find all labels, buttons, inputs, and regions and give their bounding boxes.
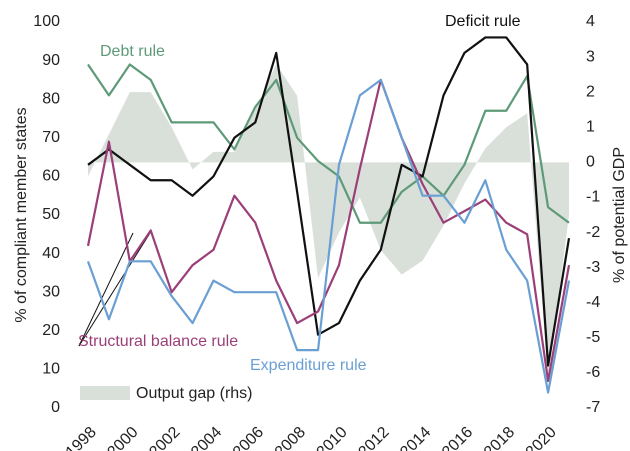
output-gap-area	[88, 64, 569, 380]
y-tick-label: 20	[42, 322, 60, 339]
x-tick-label: 2008	[272, 424, 309, 451]
series-label: Expenditure rule	[250, 357, 367, 374]
y2-axis-title: % of potential GDP	[611, 147, 628, 283]
y2-tick-label: -7	[586, 399, 600, 416]
y-tick-label: 80	[42, 90, 60, 107]
annotation-pointer	[78, 232, 134, 347]
y2-tick-label: 2	[586, 83, 595, 100]
series-label: Structural balance rule	[78, 333, 238, 350]
series-line	[87, 36, 571, 367]
series-line	[86, 78, 571, 383]
series-label: Debt rule	[100, 43, 165, 60]
y-tick-label: 100	[33, 13, 60, 30]
legend-swatch	[80, 386, 130, 400]
x-tick-label: 1998	[63, 424, 100, 451]
x-tick-label: 2010	[314, 424, 351, 451]
y-tick-label: 10	[42, 361, 60, 378]
x-tick-label: 2012	[355, 424, 392, 451]
x-tick-label: 2018	[481, 424, 518, 451]
y2-tick-label: 1	[586, 118, 595, 135]
y2-tick-label: -5	[586, 329, 600, 346]
y-tick-label: 60	[42, 168, 60, 185]
series-line	[87, 63, 570, 224]
y-tick-label: 0	[51, 399, 60, 416]
y2-tick-label: 0	[586, 154, 595, 171]
x-tick-label: 2000	[104, 424, 141, 451]
y2-tick-label: -2	[586, 224, 600, 241]
annotation-pointer	[78, 232, 151, 347]
series-label: Deficit rule	[445, 13, 521, 30]
x-tick-label: 2006	[230, 424, 267, 451]
y-tick-label: 90	[42, 52, 60, 69]
y-tick-label: 40	[42, 245, 60, 262]
y2-tick-label: -3	[586, 259, 600, 276]
x-tick-label: 2014	[397, 424, 434, 451]
series-line	[86, 78, 571, 394]
y-tick-label: 50	[42, 206, 60, 223]
y2-tick-label: -4	[586, 294, 600, 311]
y2-tick-label: -1	[586, 189, 600, 206]
y-axis-title: % of compliant member states	[13, 107, 30, 322]
y2-tick-label: 3	[586, 48, 595, 65]
x-tick-label: 2020	[523, 424, 560, 451]
y2-tick-label: -6	[586, 364, 600, 381]
y-tick-label: 70	[42, 129, 60, 146]
x-tick-label: 2016	[439, 424, 476, 451]
y-tick-label: 30	[42, 283, 60, 300]
legend-label: Output gap (rhs)	[136, 385, 253, 402]
x-tick-label: 2004	[188, 424, 225, 451]
x-tick-label: 2002	[146, 424, 183, 451]
y2-tick-label: 4	[586, 13, 595, 30]
